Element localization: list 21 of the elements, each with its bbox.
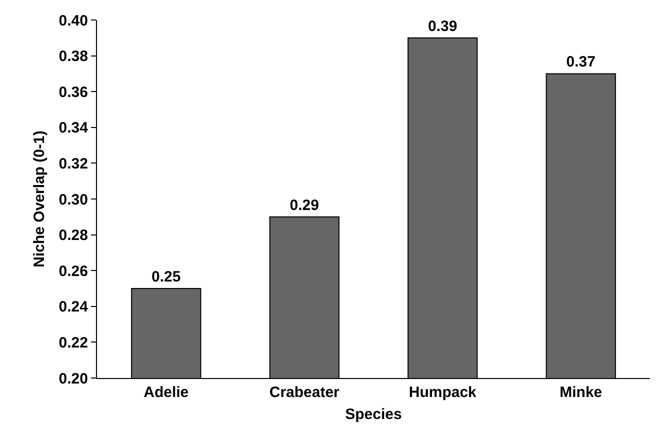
y-tick-label: 0.34 <box>58 120 89 137</box>
data-label: 0.25 <box>152 268 181 286</box>
y-tick-label: 0.24 <box>58 298 89 316</box>
x-tick-label: Humpack <box>408 384 478 401</box>
y-tick-label: 0.28 <box>58 227 88 244</box>
y-tick-label: 0.36 <box>58 84 88 101</box>
y-tick-label: 0.26 <box>58 262 88 280</box>
y-tick-label: 0.20 <box>58 370 88 388</box>
data-label: 0.37 <box>566 54 596 71</box>
y-tick-label: 0.38 <box>58 48 88 66</box>
x-tick-label: Crabeater <box>269 384 340 401</box>
x-tick-label: Adelie <box>144 384 189 401</box>
y-tick-label: 0.32 <box>58 155 88 172</box>
x-axis-title: Species <box>345 406 402 423</box>
data-label: 0.29 <box>290 196 319 214</box>
y-tick-label: 0.22 <box>58 334 88 352</box>
data-label: 0.39 <box>428 18 458 35</box>
y-tick-label: 0.30 <box>58 191 88 208</box>
y-tick-label: 0.40 <box>58 12 88 30</box>
y-axis-title: Niche Overlap (0-1) <box>31 130 48 268</box>
x-tick-label: Minke <box>560 384 602 401</box>
